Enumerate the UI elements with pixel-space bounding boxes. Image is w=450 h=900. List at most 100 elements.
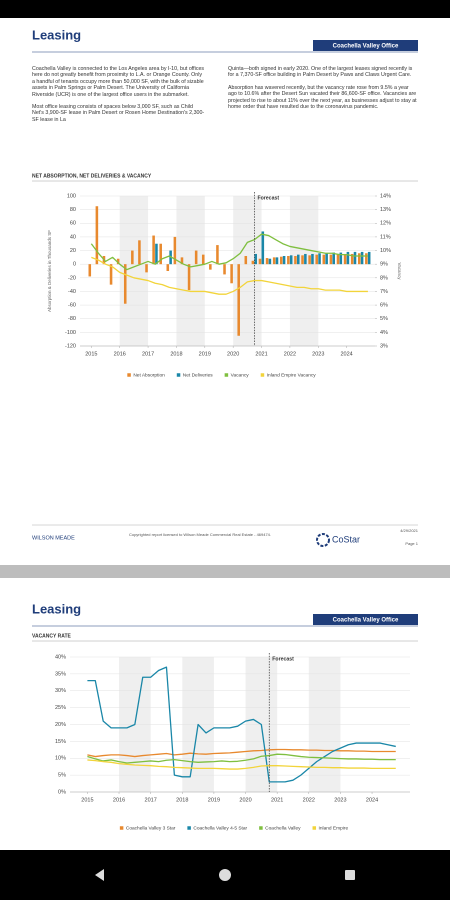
bar: [123, 264, 127, 304]
line: [87, 666, 396, 783]
x-tick-label: 2020: [227, 351, 239, 357]
y2-tick-label: 7%: [380, 289, 388, 295]
y2-tick-label: 10%: [380, 248, 391, 254]
y-tick-label: 20: [70, 248, 76, 254]
bar: [159, 243, 162, 265]
bar: [244, 256, 248, 265]
legend-swatch: [176, 373, 181, 377]
forecast-label: Forecast: [257, 195, 279, 201]
bar: [251, 260, 255, 265]
y2-tick-label: 12%: [380, 221, 391, 227]
bar: [318, 253, 321, 265]
x-tick-label: 2022: [284, 351, 296, 357]
bar: [180, 257, 184, 265]
paragraph: Quinta—both signed in early 2020. One of…: [228, 66, 413, 79]
y2-tick-label: 13%: [380, 207, 391, 213]
y2-tick-label: 9%: [380, 262, 388, 268]
bar: [223, 264, 226, 275]
bar: [258, 258, 262, 265]
line: [91, 256, 368, 295]
bar: [95, 206, 99, 265]
y2-tick-label: 5%: [380, 316, 388, 322]
bar: [350, 253, 354, 265]
footer-page: Page 1: [405, 541, 418, 546]
y-tick-label: 5%: [58, 773, 66, 779]
x-tick-label: 2022: [303, 797, 315, 803]
bar: [275, 257, 279, 265]
bar: [282, 256, 286, 265]
x-tick-label: 2015: [85, 351, 97, 357]
bar: [254, 253, 257, 265]
bar: [272, 257, 276, 265]
legend-label: Net Absorption: [133, 372, 165, 378]
home-button[interactable]: [219, 869, 231, 881]
bar: [279, 256, 283, 265]
badge-bg: [313, 40, 418, 51]
legend-label: Inland Empire Vacancy: [267, 372, 317, 378]
bar: [131, 250, 134, 265]
y2-tick-label: 11%: [380, 234, 391, 240]
bar: [166, 264, 170, 271]
bar: [145, 264, 148, 273]
bar: [173, 236, 177, 265]
y2-tick-label: 4%: [380, 330, 388, 336]
paragraph: Coachella Valley is connected to the Los…: [32, 66, 205, 98]
x-tick-label: 2018: [170, 351, 182, 357]
bar: [187, 264, 191, 291]
page-title: Leasing: [32, 27, 81, 42]
forecast-label: Forecast: [272, 656, 294, 662]
back-button[interactable]: [95, 869, 104, 881]
legend-label: Vacancy: [231, 372, 250, 378]
badge-bg: [313, 614, 418, 625]
chart-title: VACANCY RATE: [32, 633, 72, 639]
bar: [287, 256, 290, 265]
y-tick-label: 30%: [55, 688, 66, 694]
y-tick-label: -40: [68, 289, 76, 295]
footer-copyright: Copyrighted report licensed to Wilson Me…: [129, 532, 271, 537]
bar: [322, 254, 326, 265]
y-tick-label: 15%: [55, 739, 66, 745]
x-tick-label: 2020: [239, 797, 251, 803]
brand-icon: [316, 533, 330, 547]
bar: [343, 253, 347, 265]
y-tick-label: 10%: [55, 756, 66, 762]
bar: [116, 258, 120, 265]
bar: [201, 254, 205, 265]
bar: [365, 253, 368, 265]
y-tick-label: 0: [73, 262, 76, 268]
bar: [296, 254, 300, 265]
footer-logo: WILSON MEADE: [32, 535, 75, 541]
x-tick-label: 2024: [341, 351, 353, 357]
bar: [152, 235, 155, 265]
x-tick-label: 2018: [176, 797, 188, 803]
bar: [315, 254, 318, 265]
bar: [339, 252, 343, 265]
x-tick-label: 2017: [145, 797, 157, 803]
bar: [261, 231, 265, 265]
y-tick-label: 100: [67, 193, 76, 199]
x-tick-label: 2019: [199, 351, 211, 357]
x-tick-label: 2023: [334, 797, 346, 803]
y-tick-label: -100: [65, 330, 76, 336]
badge: Coachella Valley Office: [333, 43, 399, 49]
bar: [367, 251, 371, 265]
bar: [265, 258, 269, 265]
x-tick-label: 2016: [114, 351, 126, 357]
footer-date: 4/29/2021: [400, 528, 419, 533]
y-tick-label: 40%: [55, 654, 66, 660]
bar: [353, 251, 357, 265]
x-tick-label: 2023: [312, 351, 324, 357]
y-tick-label: 60: [70, 221, 76, 227]
legend-swatch: [119, 826, 124, 830]
bar: [138, 240, 141, 265]
page-title: Leasing: [32, 601, 81, 616]
recents-button[interactable]: [345, 870, 355, 880]
bar: [268, 258, 272, 265]
line: [90, 233, 368, 271]
badge: Coachella Valley Office: [333, 617, 399, 623]
bar: [332, 252, 336, 265]
x-tick-label: 2017: [142, 351, 154, 357]
x-tick-label: 2015: [81, 797, 93, 803]
